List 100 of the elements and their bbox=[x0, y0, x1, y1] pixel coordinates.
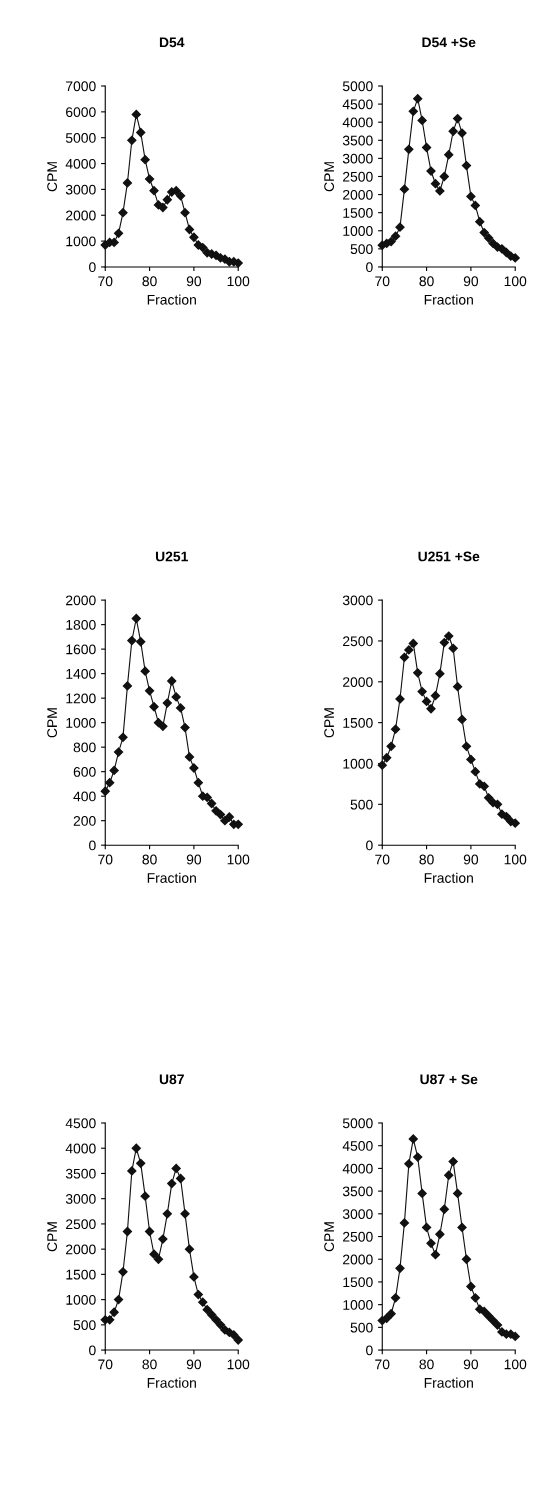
point bbox=[408, 1134, 418, 1144]
x-tick-label: 90 bbox=[463, 1359, 479, 1370]
x-tick-label: 100 bbox=[227, 1359, 250, 1370]
point bbox=[113, 747, 124, 757]
y-tick-label: 1500 bbox=[343, 208, 373, 218]
y-tick-label: 500 bbox=[350, 1322, 373, 1333]
x-axis-title: Fraction bbox=[424, 1377, 473, 1388]
point bbox=[408, 106, 418, 116]
point bbox=[122, 1226, 133, 1237]
y-tick-label: 3500 bbox=[342, 1186, 373, 1197]
point bbox=[189, 232, 199, 242]
x-tick-label: 100 bbox=[504, 854, 527, 865]
point bbox=[421, 142, 432, 153]
y-axis-title: CPM bbox=[324, 1222, 335, 1252]
point bbox=[452, 1188, 463, 1199]
point bbox=[395, 1263, 405, 1273]
point bbox=[233, 1335, 243, 1345]
point bbox=[158, 721, 168, 731]
point bbox=[417, 686, 427, 697]
point bbox=[140, 666, 150, 676]
y-tick-label: 4000 bbox=[65, 158, 96, 169]
point bbox=[162, 1209, 172, 1219]
point bbox=[180, 208, 190, 218]
point bbox=[448, 126, 458, 136]
y-tick-label: 2000 bbox=[343, 677, 373, 687]
x-tick-label: 80 bbox=[142, 1359, 157, 1370]
point bbox=[127, 1166, 137, 1176]
y-tick-label: 1000 bbox=[66, 1294, 96, 1305]
y-axis-title: CPM bbox=[47, 1222, 58, 1252]
x-axis-title: Fraction bbox=[424, 294, 473, 305]
y-tick-label: 3000 bbox=[65, 1194, 96, 1204]
point bbox=[417, 115, 427, 126]
chart-title: U87 + Se bbox=[420, 1074, 478, 1085]
y-tick-label: 4000 bbox=[65, 1143, 96, 1154]
point bbox=[448, 643, 458, 653]
y-tick-label: 200 bbox=[73, 816, 96, 826]
point bbox=[229, 1330, 239, 1340]
y-tick-label: 2500 bbox=[66, 1219, 96, 1230]
x-axis-title: Fraction bbox=[424, 872, 473, 883]
y-tick-label: 2000 bbox=[66, 595, 96, 606]
chart-title: U251 bbox=[155, 551, 188, 562]
point bbox=[404, 1159, 414, 1169]
point bbox=[122, 178, 133, 188]
y-tick-label: 1000 bbox=[66, 717, 96, 728]
chart-title: U87 bbox=[159, 1074, 184, 1085]
point bbox=[100, 786, 110, 796]
y-tick-label: 1200 bbox=[66, 693, 96, 704]
point bbox=[430, 691, 441, 701]
point bbox=[162, 195, 172, 205]
point bbox=[470, 1293, 480, 1303]
point bbox=[390, 724, 401, 734]
x-tick-label: 70 bbox=[98, 854, 113, 865]
point bbox=[198, 1297, 208, 1307]
y-tick-label: 2000 bbox=[343, 1254, 373, 1265]
y-tick-label: 1400 bbox=[66, 668, 96, 679]
point bbox=[435, 669, 445, 679]
y-tick-label: 2000 bbox=[343, 189, 373, 200]
point bbox=[492, 1320, 503, 1330]
chart-title: D54 +Se bbox=[422, 37, 476, 48]
point bbox=[470, 767, 480, 777]
point bbox=[184, 752, 195, 762]
y-tick-label: 5000 bbox=[342, 81, 373, 92]
point bbox=[404, 645, 414, 655]
y-tick-label: 400 bbox=[73, 791, 96, 802]
point bbox=[207, 798, 217, 809]
point bbox=[180, 722, 190, 733]
y-tick-label: 5000 bbox=[65, 133, 96, 143]
point bbox=[144, 686, 155, 696]
y-tick-label: 1000 bbox=[66, 236, 96, 247]
point bbox=[457, 714, 467, 725]
point bbox=[466, 1281, 476, 1292]
y-tick-label: 3500 bbox=[342, 135, 373, 146]
y-axis-title: CPM bbox=[47, 162, 58, 192]
point bbox=[131, 1143, 141, 1153]
y-tick-label: 4000 bbox=[342, 1163, 373, 1174]
point bbox=[413, 1152, 423, 1162]
y-tick-label: 1500 bbox=[343, 1277, 373, 1288]
point bbox=[390, 231, 401, 241]
y-tick-label: 500 bbox=[350, 799, 373, 810]
x-tick-label: 90 bbox=[463, 276, 479, 287]
point bbox=[113, 228, 124, 238]
y-tick-label: 2500 bbox=[343, 1231, 373, 1242]
x-tick-label: 80 bbox=[142, 276, 157, 287]
y-tick-label: 3500 bbox=[65, 1168, 96, 1179]
point bbox=[461, 1254, 472, 1264]
y-tick-label: 0 bbox=[366, 840, 373, 851]
y-tick-label: 1600 bbox=[66, 644, 96, 655]
point bbox=[171, 1163, 181, 1174]
y-tick-label: 500 bbox=[350, 244, 373, 255]
point bbox=[408, 638, 418, 649]
point bbox=[479, 781, 489, 791]
point bbox=[158, 202, 168, 213]
y-tick-label: 1000 bbox=[343, 758, 373, 769]
point bbox=[470, 200, 480, 211]
point bbox=[153, 1254, 164, 1264]
point bbox=[131, 613, 141, 624]
y-tick-label: 1500 bbox=[343, 717, 373, 728]
x-tick-label: 80 bbox=[419, 1359, 434, 1370]
point bbox=[426, 1238, 436, 1248]
y-axis-title: CPM bbox=[324, 162, 335, 192]
